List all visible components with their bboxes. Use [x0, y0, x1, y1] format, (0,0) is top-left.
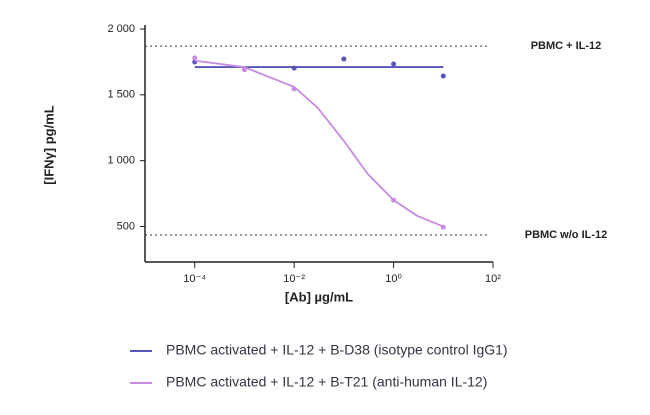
y-tick-label: 2 000: [107, 23, 135, 35]
legend-label: PBMC activated + IL-12 + B-T21 (anti-hum…: [166, 374, 487, 390]
x-tick-label: 10⁻²: [283, 273, 305, 285]
x-tick-label: 10⁰: [385, 273, 402, 285]
data-point: [341, 56, 347, 62]
y-axis-label: [IFNγ] pg/mL: [41, 105, 56, 184]
x-tick-label: 10²: [485, 273, 501, 285]
reference-label: PBMC + IL-12: [531, 40, 602, 52]
data-point: [241, 67, 247, 73]
fit-line: [194, 59, 444, 228]
y-tick-label: 1 500: [107, 89, 135, 101]
data-point: [291, 86, 297, 92]
data-point: [391, 197, 397, 203]
data-point: [192, 55, 198, 61]
x-axis-label: [Ab] µg/mL: [285, 289, 353, 304]
data-point: [440, 73, 446, 79]
data-point: [391, 61, 397, 67]
data-point: [291, 65, 297, 71]
y-tick-label: 1 000: [107, 155, 135, 167]
data-point: [440, 224, 446, 230]
reference-label: PBMC w/o IL-12: [525, 229, 608, 241]
legend-label: PBMC activated + IL-12 + B-D38 (isotype …: [166, 342, 508, 358]
x-tick-label: 10⁻⁴: [183, 273, 206, 285]
y-tick-label: 500: [117, 220, 135, 232]
